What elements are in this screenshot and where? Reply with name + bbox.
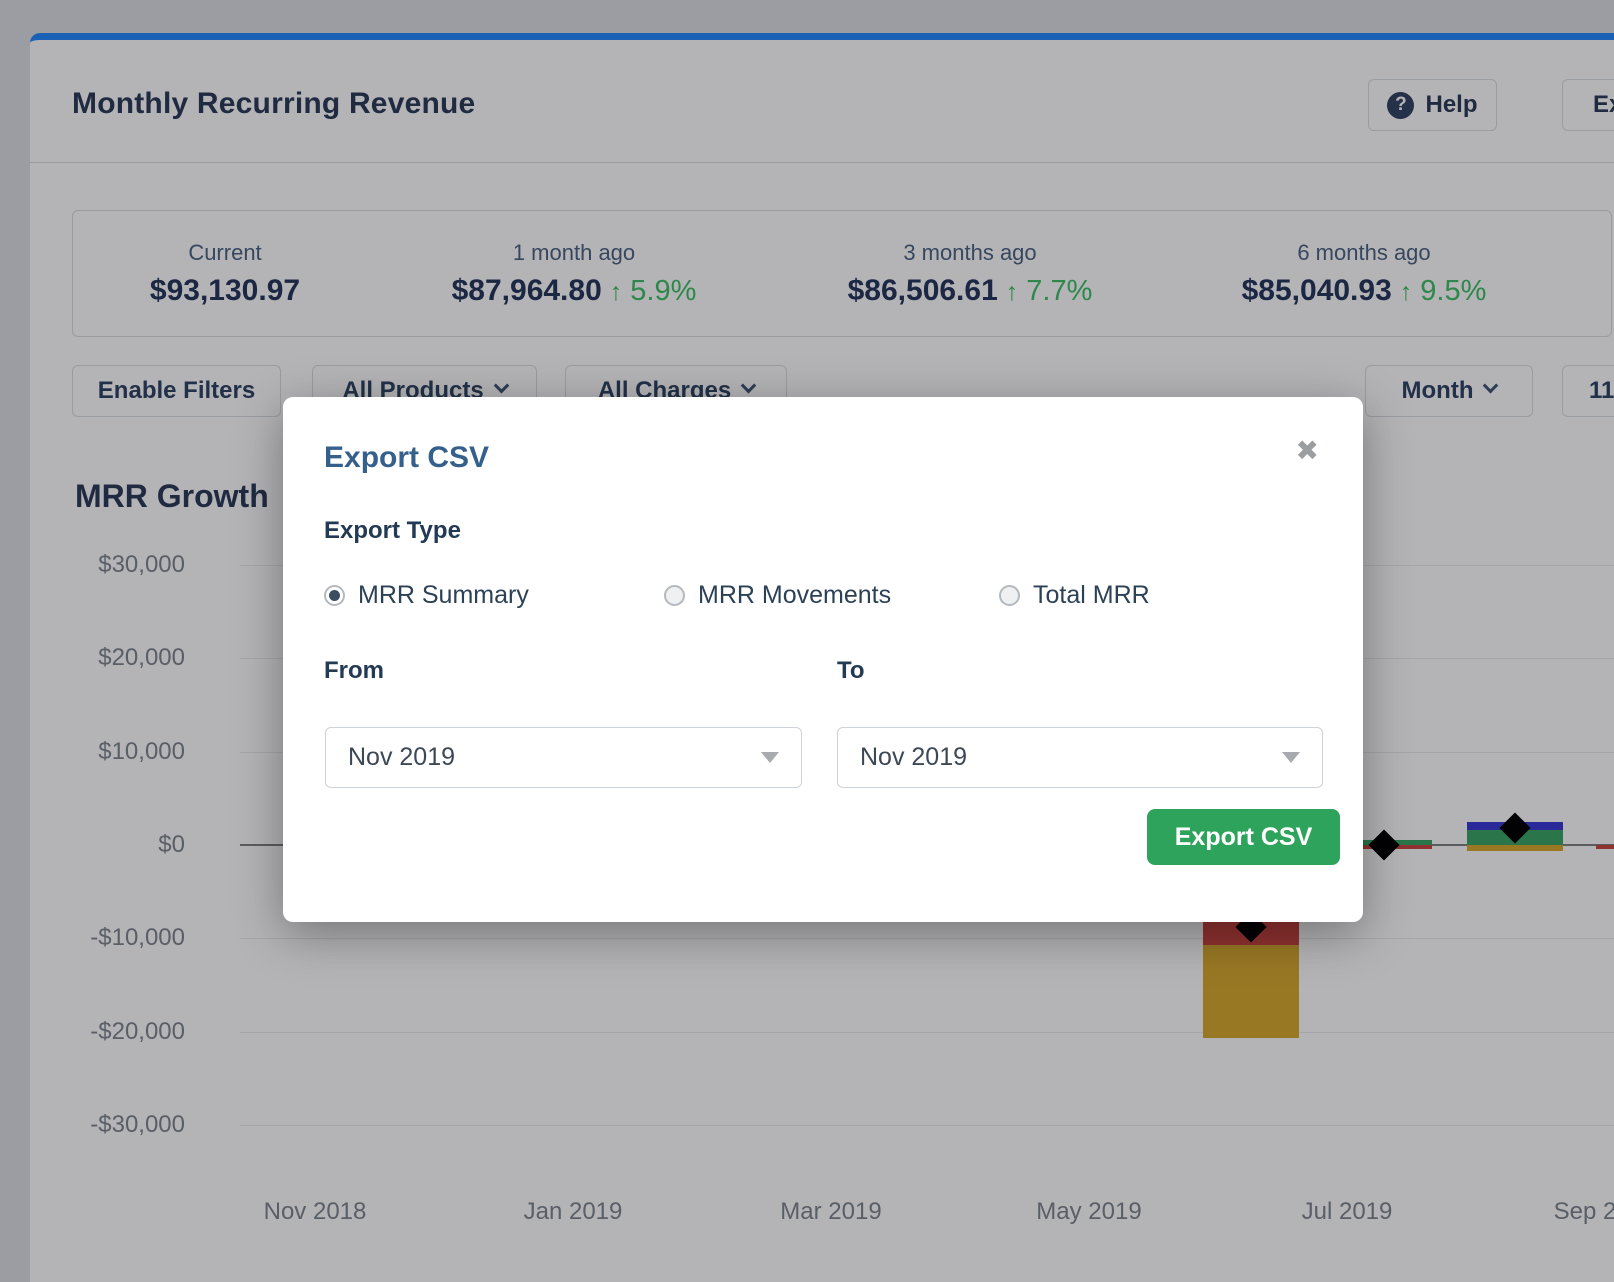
stats-box: Current $93,130.97 1 month ago $87,964.80 ↑ 5…	[72, 210, 1612, 337]
y-tick-label: $20,000	[98, 644, 185, 672]
bar-segment-contraction[interactable]	[1467, 845, 1563, 851]
to-label: To	[837, 657, 865, 684]
radio-option-label: MRR Movements	[698, 581, 892, 609]
y-tick-label: $10,000	[98, 737, 185, 765]
help-button[interactable]: ? Help	[1368, 79, 1497, 131]
close-icon[interactable]: ✖	[1295, 435, 1319, 466]
stat-label: Current	[188, 239, 262, 265]
grid-line	[240, 1124, 1614, 1126]
radio-unselected-icon	[664, 585, 685, 606]
radio-selected-icon	[324, 585, 345, 606]
stat-column: Current $93,130.97	[150, 211, 300, 336]
radio-option-mrr-summary[interactable]: MRR Summary	[324, 581, 529, 610]
date-range-button[interactable]: 11/	[1562, 365, 1614, 417]
stat-value-row: $85,040.93 ↑ 9.5%	[1242, 274, 1487, 308]
radio-option-label: MRR Summary	[358, 581, 529, 609]
radio-dot	[329, 590, 340, 601]
export-csv-modal: Export CSV ✖ Export Type MRR Summary MRR …	[283, 397, 1363, 922]
page-title: Monthly Recurring Revenue	[72, 87, 476, 120]
to-month-value: Nov 2019	[860, 743, 968, 771]
from-month-select[interactable]: Nov 2019	[325, 727, 802, 788]
interval-dropdown[interactable]: Month	[1365, 365, 1533, 417]
grid-line	[240, 1031, 1614, 1033]
from-label: From	[324, 657, 384, 684]
bar-segment-contraction[interactable]	[1203, 944, 1299, 1039]
stat-column: 1 month ago $87,964.80 ↑ 5.9%	[452, 211, 697, 336]
export-button[interactable]: Export	[1562, 79, 1614, 131]
modal-title: Export CSV	[324, 441, 490, 474]
y-tick-label: -$30,000	[90, 1110, 185, 1138]
to-month-select[interactable]: Nov 2019	[837, 727, 1323, 788]
caret-down-icon	[1282, 752, 1300, 763]
export-type-radio-group: MRR Summary MRR Movements Total MRR	[283, 581, 1363, 613]
stat-value-row: $87,964.80 ↑ 5.9%	[452, 274, 697, 308]
x-tick-label: Jan 2019	[523, 1198, 623, 1225]
stat-value: $85,040.93	[1241, 273, 1392, 307]
x-tick-label: Mar 2019	[780, 1198, 882, 1225]
stat-label: 3 months ago	[903, 239, 1037, 265]
y-tick-label: -$10,000	[90, 924, 185, 952]
stat-column: 3 months ago $86,506.61 ↑ 7.7%	[848, 211, 1093, 336]
stat-value: $86,506.61	[847, 273, 998, 307]
enable-filters-button[interactable]: Enable Filters	[72, 365, 281, 417]
x-tick-label: Sep 2019	[1553, 1198, 1614, 1225]
grid-line	[240, 938, 1614, 940]
radio-unselected-icon	[999, 585, 1020, 606]
stat-label: 6 months ago	[1297, 239, 1431, 265]
stat-value-row: $93,130.97	[150, 274, 300, 308]
y-tick-label: $0	[158, 831, 185, 858]
radio-option-label: Total MRR	[1033, 581, 1150, 609]
stat-delta: 9.5%	[1420, 274, 1487, 307]
radio-option-total-mrr[interactable]: Total MRR	[999, 581, 1150, 610]
x-tick-label: Jul 2019	[1301, 1198, 1393, 1225]
radio-option-mrr-movements[interactable]: MRR Movements	[664, 581, 891, 610]
question-circle-icon: ?	[1387, 91, 1415, 119]
arrow-up-icon: ↑	[1005, 277, 1019, 306]
arrow-up-icon: ↑	[609, 277, 623, 306]
arrow-up-icon: ↑	[1399, 277, 1413, 306]
stat-column: 6 months ago $85,040.93 ↑ 9.5%	[1242, 211, 1487, 336]
help-button-label: Help	[1425, 91, 1478, 118]
stat-value: $93,130.97	[149, 273, 301, 307]
export-csv-submit-button[interactable]: Export CSV	[1147, 809, 1340, 865]
x-tick-label: May 2019	[1036, 1198, 1142, 1225]
stat-delta: 7.7%	[1026, 274, 1093, 307]
stat-value: $87,964.80	[451, 273, 602, 307]
y-tick-label: $30,000	[98, 551, 185, 579]
y-tick-label: -$20,000	[90, 1017, 185, 1045]
caret-down-icon	[761, 752, 779, 763]
stat-value-row: $86,506.61 ↑ 7.7%	[848, 274, 1093, 308]
x-tick-label: Nov 2018	[263, 1198, 367, 1225]
chart-title: MRR Growth	[75, 478, 269, 514]
enable-filters-label: Enable Filters	[97, 377, 256, 404]
header-divider	[30, 162, 1614, 163]
bar-segment-churn[interactable]	[1596, 845, 1614, 850]
export-type-label: Export Type	[324, 517, 461, 544]
stat-delta: 5.9%	[630, 274, 697, 307]
export-button-label: Export	[1593, 91, 1614, 118]
from-month-value: Nov 2019	[348, 743, 456, 771]
interval-label: Month	[1401, 377, 1474, 404]
stat-label: 1 month ago	[512, 239, 636, 265]
date-range-label: 11/	[1589, 377, 1614, 404]
